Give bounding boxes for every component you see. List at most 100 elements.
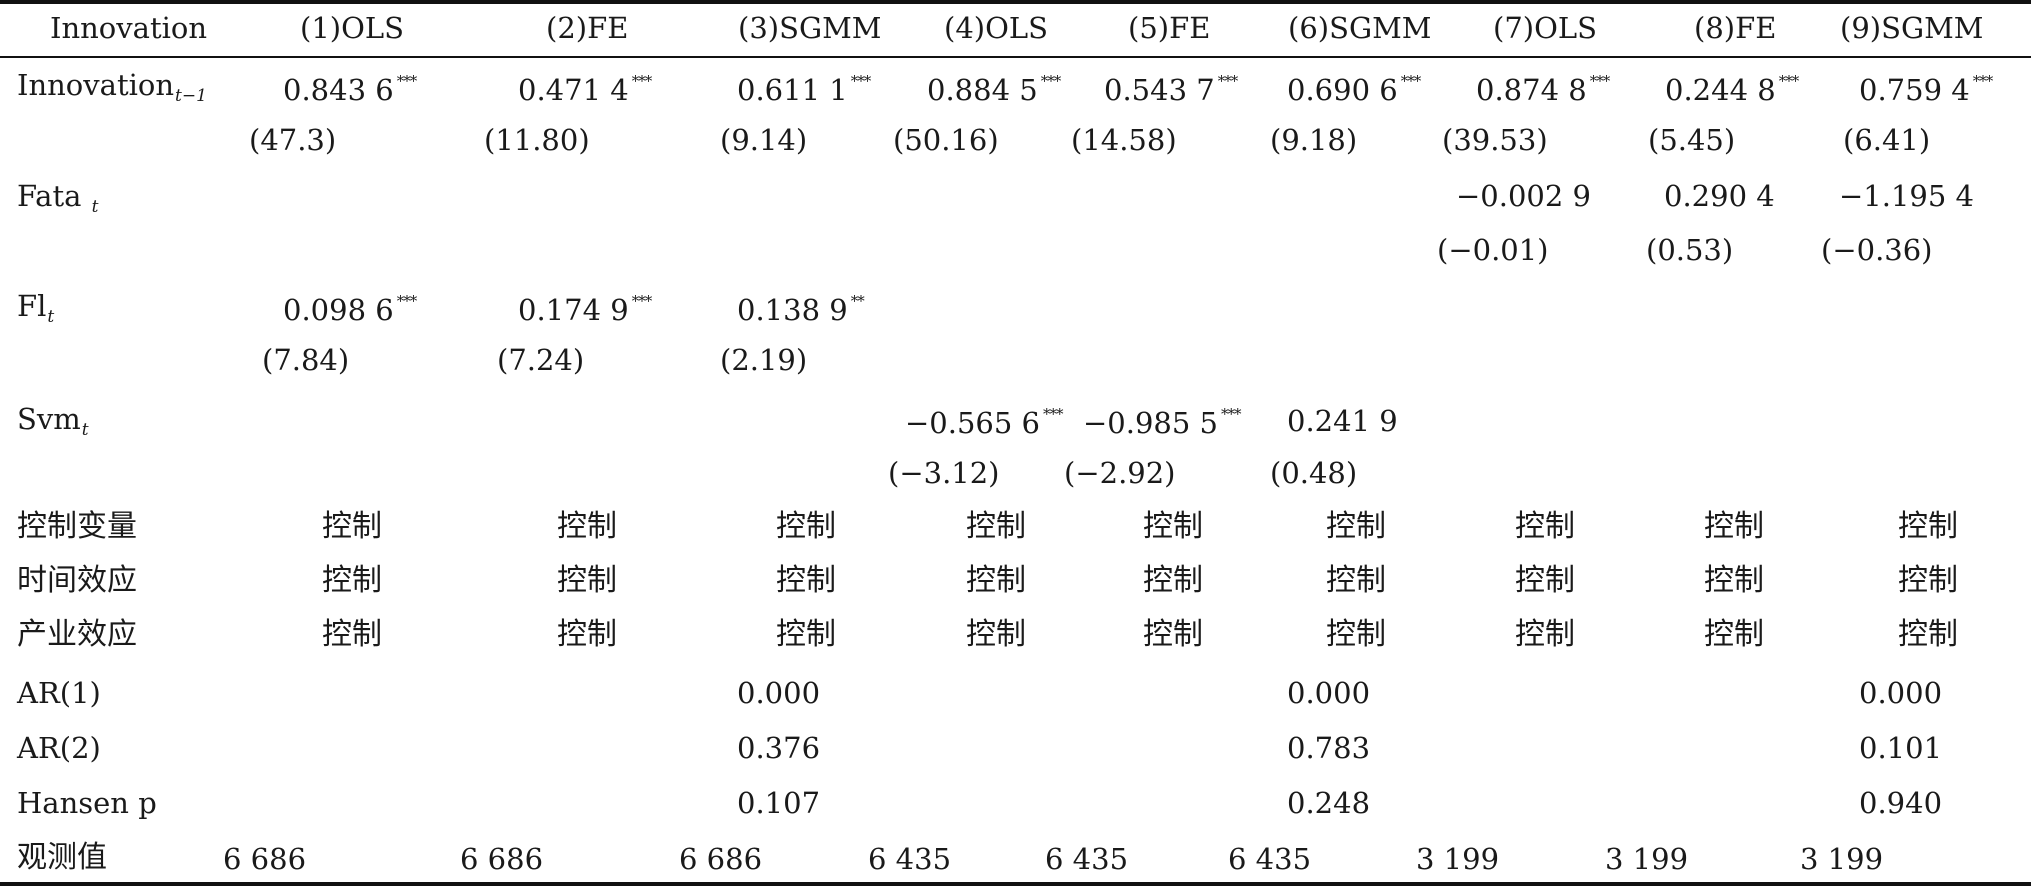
header-col-1: (1)OLS xyxy=(300,11,404,45)
header-col-6: (6)SGMM xyxy=(1288,11,1432,45)
obs-col-5: 6 435 xyxy=(1045,842,1129,876)
obs-col-8: 3 199 xyxy=(1605,842,1689,876)
industry-effect-col-3: 控制 xyxy=(776,617,836,652)
industry-effect-col-1: 控制 xyxy=(322,617,382,652)
coef-innovation-3: 0.611 1 *** xyxy=(737,72,871,107)
header-col-5: (5)FE xyxy=(1128,11,1211,45)
controls-col-5: 控制 xyxy=(1143,509,1203,544)
industry-effect-col-2: 控制 xyxy=(557,617,617,652)
row-label-fl: Flt xyxy=(17,289,55,327)
controls-col-1: 控制 xyxy=(322,509,382,544)
header-col-2: (2)FE xyxy=(546,11,629,45)
obs-col-9: 3 199 xyxy=(1800,842,1884,876)
header-rule xyxy=(0,56,2031,58)
coef-fata-9: −1.195 4 xyxy=(1839,179,1974,213)
controls-col-8: 控制 xyxy=(1704,509,1764,544)
ar1-col-9: 0.000 xyxy=(1859,676,1943,710)
ar2-col-9: 0.101 xyxy=(1859,731,1943,765)
controls-col-9: 控制 xyxy=(1898,509,1958,544)
industry-effect-col-6: 控制 xyxy=(1326,617,1386,652)
coef-fata-8: 0.290 4 xyxy=(1664,179,1775,213)
controls-col-4: 控制 xyxy=(966,509,1026,544)
ar2-col-6: 0.783 xyxy=(1287,731,1371,765)
coef-innovation-6: 0.690 6 *** xyxy=(1287,72,1421,107)
coef-innovation-7: 0.874 8 *** xyxy=(1476,72,1610,107)
coef-innovation-1: 0.843 6 *** xyxy=(283,72,417,107)
obs-col-1: 6 686 xyxy=(223,842,307,876)
t-innovation-4: (50.16) xyxy=(893,123,999,157)
time-effect-col-1: 控制 xyxy=(322,563,382,598)
t-svm-4: (−3.12) xyxy=(888,456,1000,490)
coef-fata-7: −0.002 9 xyxy=(1456,179,1591,213)
time-effect-col-7: 控制 xyxy=(1515,563,1575,598)
coef-fl-3: 0.138 9 ** xyxy=(737,292,865,327)
hansen-col-3: 0.107 xyxy=(737,786,821,820)
t-innovation-9: (6.41) xyxy=(1843,123,1931,157)
row-label-time-effect: 时间效应 xyxy=(17,563,137,598)
t-fl-2: (7.24) xyxy=(497,343,585,377)
row-label-controls: 控制变量 xyxy=(17,509,137,544)
coef-innovation-8: 0.244 8 *** xyxy=(1665,72,1799,107)
controls-col-2: 控制 xyxy=(557,509,617,544)
top-rule xyxy=(0,0,2031,4)
t-innovation-8: (5.45) xyxy=(1648,123,1736,157)
header-col-8: (8)FE xyxy=(1694,11,1777,45)
coef-svm-5: −0.985 5 *** xyxy=(1083,405,1241,440)
time-effect-col-9: 控制 xyxy=(1898,563,1958,598)
row-label-ar1: AR(1) xyxy=(17,676,101,710)
industry-effect-col-8: 控制 xyxy=(1704,617,1764,652)
time-effect-col-3: 控制 xyxy=(776,563,836,598)
t-innovation-2: (11.80) xyxy=(484,123,590,157)
coef-innovation-5: 0.543 7 *** xyxy=(1104,72,1238,107)
header-col-4: (4)OLS xyxy=(944,11,1048,45)
hansen-col-6: 0.248 xyxy=(1287,786,1371,820)
hansen-col-9: 0.940 xyxy=(1859,786,1943,820)
row-label-hansen: Hansen p xyxy=(17,786,157,820)
header-col-7: (7)OLS xyxy=(1493,11,1597,45)
controls-col-6: 控制 xyxy=(1326,509,1386,544)
ar1-col-6: 0.000 xyxy=(1287,676,1371,710)
row-label-obs: 观测值 xyxy=(17,840,107,875)
t-innovation-3: (9.14) xyxy=(720,123,808,157)
industry-effect-col-7: 控制 xyxy=(1515,617,1575,652)
obs-col-7: 3 199 xyxy=(1416,842,1500,876)
row-label-industry-effect: 产业效应 xyxy=(17,617,137,652)
coef-svm-4: −0.565 6 *** xyxy=(905,405,1063,440)
industry-effect-col-9: 控制 xyxy=(1898,617,1958,652)
coef-fl-2: 0.174 9 *** xyxy=(518,292,652,327)
coef-innovation-9: 0.759 4 *** xyxy=(1859,72,1993,107)
ar2-col-3: 0.376 xyxy=(737,731,821,765)
controls-col-3: 控制 xyxy=(776,509,836,544)
obs-col-2: 6 686 xyxy=(460,842,544,876)
obs-col-4: 6 435 xyxy=(868,842,952,876)
row-label-svm: Svmt xyxy=(17,402,89,440)
controls-col-7: 控制 xyxy=(1515,509,1575,544)
t-svm-6: (0.48) xyxy=(1270,456,1358,490)
time-effect-col-2: 控制 xyxy=(557,563,617,598)
coef-innovation-2: 0.471 4 *** xyxy=(518,72,652,107)
t-svm-5: (−2.92) xyxy=(1064,456,1176,490)
row-label-ar2: AR(2) xyxy=(17,731,101,765)
coef-svm-6: 0.241 9 xyxy=(1287,404,1398,438)
t-innovation-1: (47.3) xyxy=(249,123,337,157)
time-effect-col-5: 控制 xyxy=(1143,563,1203,598)
industry-effect-col-4: 控制 xyxy=(966,617,1026,652)
t-innovation-5: (14.58) xyxy=(1071,123,1177,157)
t-fl-3: (2.19) xyxy=(720,343,808,377)
t-innovation-7: (39.53) xyxy=(1442,123,1548,157)
t-innovation-6: (9.18) xyxy=(1270,123,1358,157)
t-fata-8: (0.53) xyxy=(1646,233,1734,267)
industry-effect-col-5: 控制 xyxy=(1143,617,1203,652)
obs-col-3: 6 686 xyxy=(679,842,763,876)
t-fl-1: (7.84) xyxy=(262,343,350,377)
time-effect-col-4: 控制 xyxy=(966,563,1026,598)
row-label-innovation: Innovationt−1 xyxy=(17,68,207,106)
t-fata-9: (−0.36) xyxy=(1821,233,1933,267)
coef-innovation-4: 0.884 5 *** xyxy=(927,72,1061,107)
time-effect-col-6: 控制 xyxy=(1326,563,1386,598)
coef-fl-1: 0.098 6 *** xyxy=(283,292,417,327)
bottom-rule xyxy=(0,882,2031,886)
time-effect-col-8: 控制 xyxy=(1704,563,1764,598)
header-col-9: (9)SGMM xyxy=(1840,11,1984,45)
ar1-col-3: 0.000 xyxy=(737,676,821,710)
